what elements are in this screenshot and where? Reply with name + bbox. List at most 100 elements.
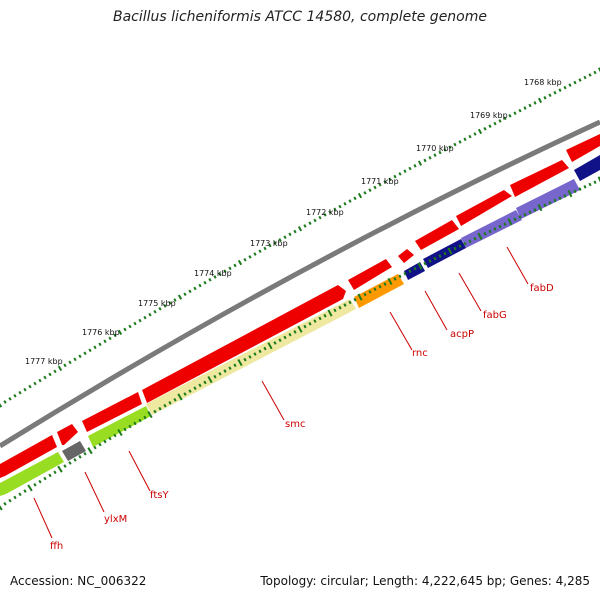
ruler-tick (528, 103, 532, 108)
ruler-tick (408, 166, 412, 171)
ruler-tick (583, 185, 587, 189)
cds-arrow (348, 259, 392, 290)
ruler-tick (438, 150, 442, 155)
ruler-tick (313, 218, 317, 223)
ruler-tick (288, 332, 292, 337)
ruler-tick (503, 116, 507, 121)
ruler-tick (583, 75, 587, 80)
ruler-tick (507, 218, 513, 226)
gene-labels: ffh ylxM ftsY smc rnc acpP fabG fabD (50, 283, 554, 552)
ruler-tick (378, 182, 382, 187)
ruler-tick (248, 255, 252, 259)
ruler-tick (383, 282, 387, 286)
ruler-tick (338, 305, 342, 310)
ruler-tick (278, 338, 282, 343)
ruler-tick (503, 222, 507, 226)
ruler-tick (593, 180, 597, 185)
ruler-tick (553, 90, 557, 95)
ruler-tick (308, 221, 312, 225)
ruler-tick (177, 393, 183, 401)
ruler-tick (108, 436, 112, 441)
ruler-tick (563, 85, 567, 90)
ruler-tick (413, 266, 417, 271)
ruler-tick (213, 374, 217, 379)
ruler-tick (27, 484, 33, 492)
cds-arrow (82, 392, 142, 432)
ruler-tick (453, 142, 457, 147)
ruler-tick (93, 345, 97, 350)
genome-backbone (0, 119, 600, 449)
ruler-tick (528, 210, 532, 215)
leader-rnc (389, 311, 413, 351)
ruler-tick (243, 357, 247, 362)
ruler-tick (477, 232, 483, 240)
ruler-tick (233, 263, 237, 268)
ruler-tick (13, 393, 17, 398)
ruler-tick (523, 212, 527, 217)
ruler-tick (223, 269, 227, 273)
ruler-tick (388, 177, 392, 182)
ruler-tick (373, 287, 377, 292)
ruler-tick (148, 312, 152, 317)
ruler-tick (403, 271, 407, 276)
ruler-tick (133, 321, 137, 326)
ruler-tick (448, 145, 452, 149)
ruler-tick (213, 275, 217, 279)
ruler-tick (143, 315, 147, 320)
ruler-tick (578, 78, 582, 82)
ruler-tick (78, 455, 82, 459)
ruler-tick (578, 187, 582, 191)
kbp-label: 1769 kbp (470, 111, 508, 120)
gene-leader-lines (33, 246, 529, 539)
ruler-tick (458, 140, 462, 144)
ruler-tick (163, 403, 167, 408)
ruler-tick (128, 424, 132, 429)
ruler-tick (398, 172, 402, 176)
ruler-tick (23, 489, 27, 493)
ruler-tick (477, 128, 483, 135)
ruler-tick (38, 479, 42, 484)
ruler-tick (98, 442, 102, 447)
ruler-tick (173, 398, 177, 402)
ruler-tick (123, 427, 127, 432)
ruler-tick (57, 465, 63, 473)
ruler-tick (333, 207, 337, 212)
ruler-tick (147, 411, 153, 419)
ruler-tick (63, 464, 67, 468)
ruler-tick (263, 246, 267, 251)
ruler-tick (57, 365, 63, 372)
ruler-tick (468, 134, 472, 139)
ruler-tick (3, 502, 7, 506)
ruler-tick (498, 224, 502, 229)
ruler-tick (318, 316, 322, 321)
ruler-tick (483, 126, 487, 131)
ruler-tick (333, 308, 337, 313)
ruler-tick (18, 390, 22, 395)
gene-fabD (516, 179, 580, 219)
ruler-tick (158, 406, 162, 411)
ruler-tick (133, 421, 137, 426)
kbp-label: 1772 kbp (306, 208, 344, 217)
ruler-tick (267, 342, 273, 350)
ruler-tick (353, 196, 357, 201)
ruler-tick (443, 251, 447, 256)
ruler-tick (518, 108, 522, 113)
ruler-tick (593, 70, 597, 75)
ruler-tick (443, 148, 447, 152)
ruler-tick (258, 349, 262, 354)
ruler-tick (83, 451, 87, 456)
ruler-tick (233, 363, 237, 368)
ruler-tick (293, 330, 297, 334)
ruler-tick (273, 240, 277, 245)
ruler-tick (218, 272, 222, 276)
gene-label-ftsY: ftsY (150, 490, 169, 501)
ruler-tick (378, 284, 382, 289)
ruler-tick (473, 236, 477, 241)
cds-arrow (398, 249, 414, 263)
ruler-tick (158, 307, 162, 311)
ruler-tick (183, 292, 187, 297)
ruler-tick (163, 304, 167, 308)
ruler-tick (98, 342, 102, 347)
ruler-tick (573, 189, 577, 194)
